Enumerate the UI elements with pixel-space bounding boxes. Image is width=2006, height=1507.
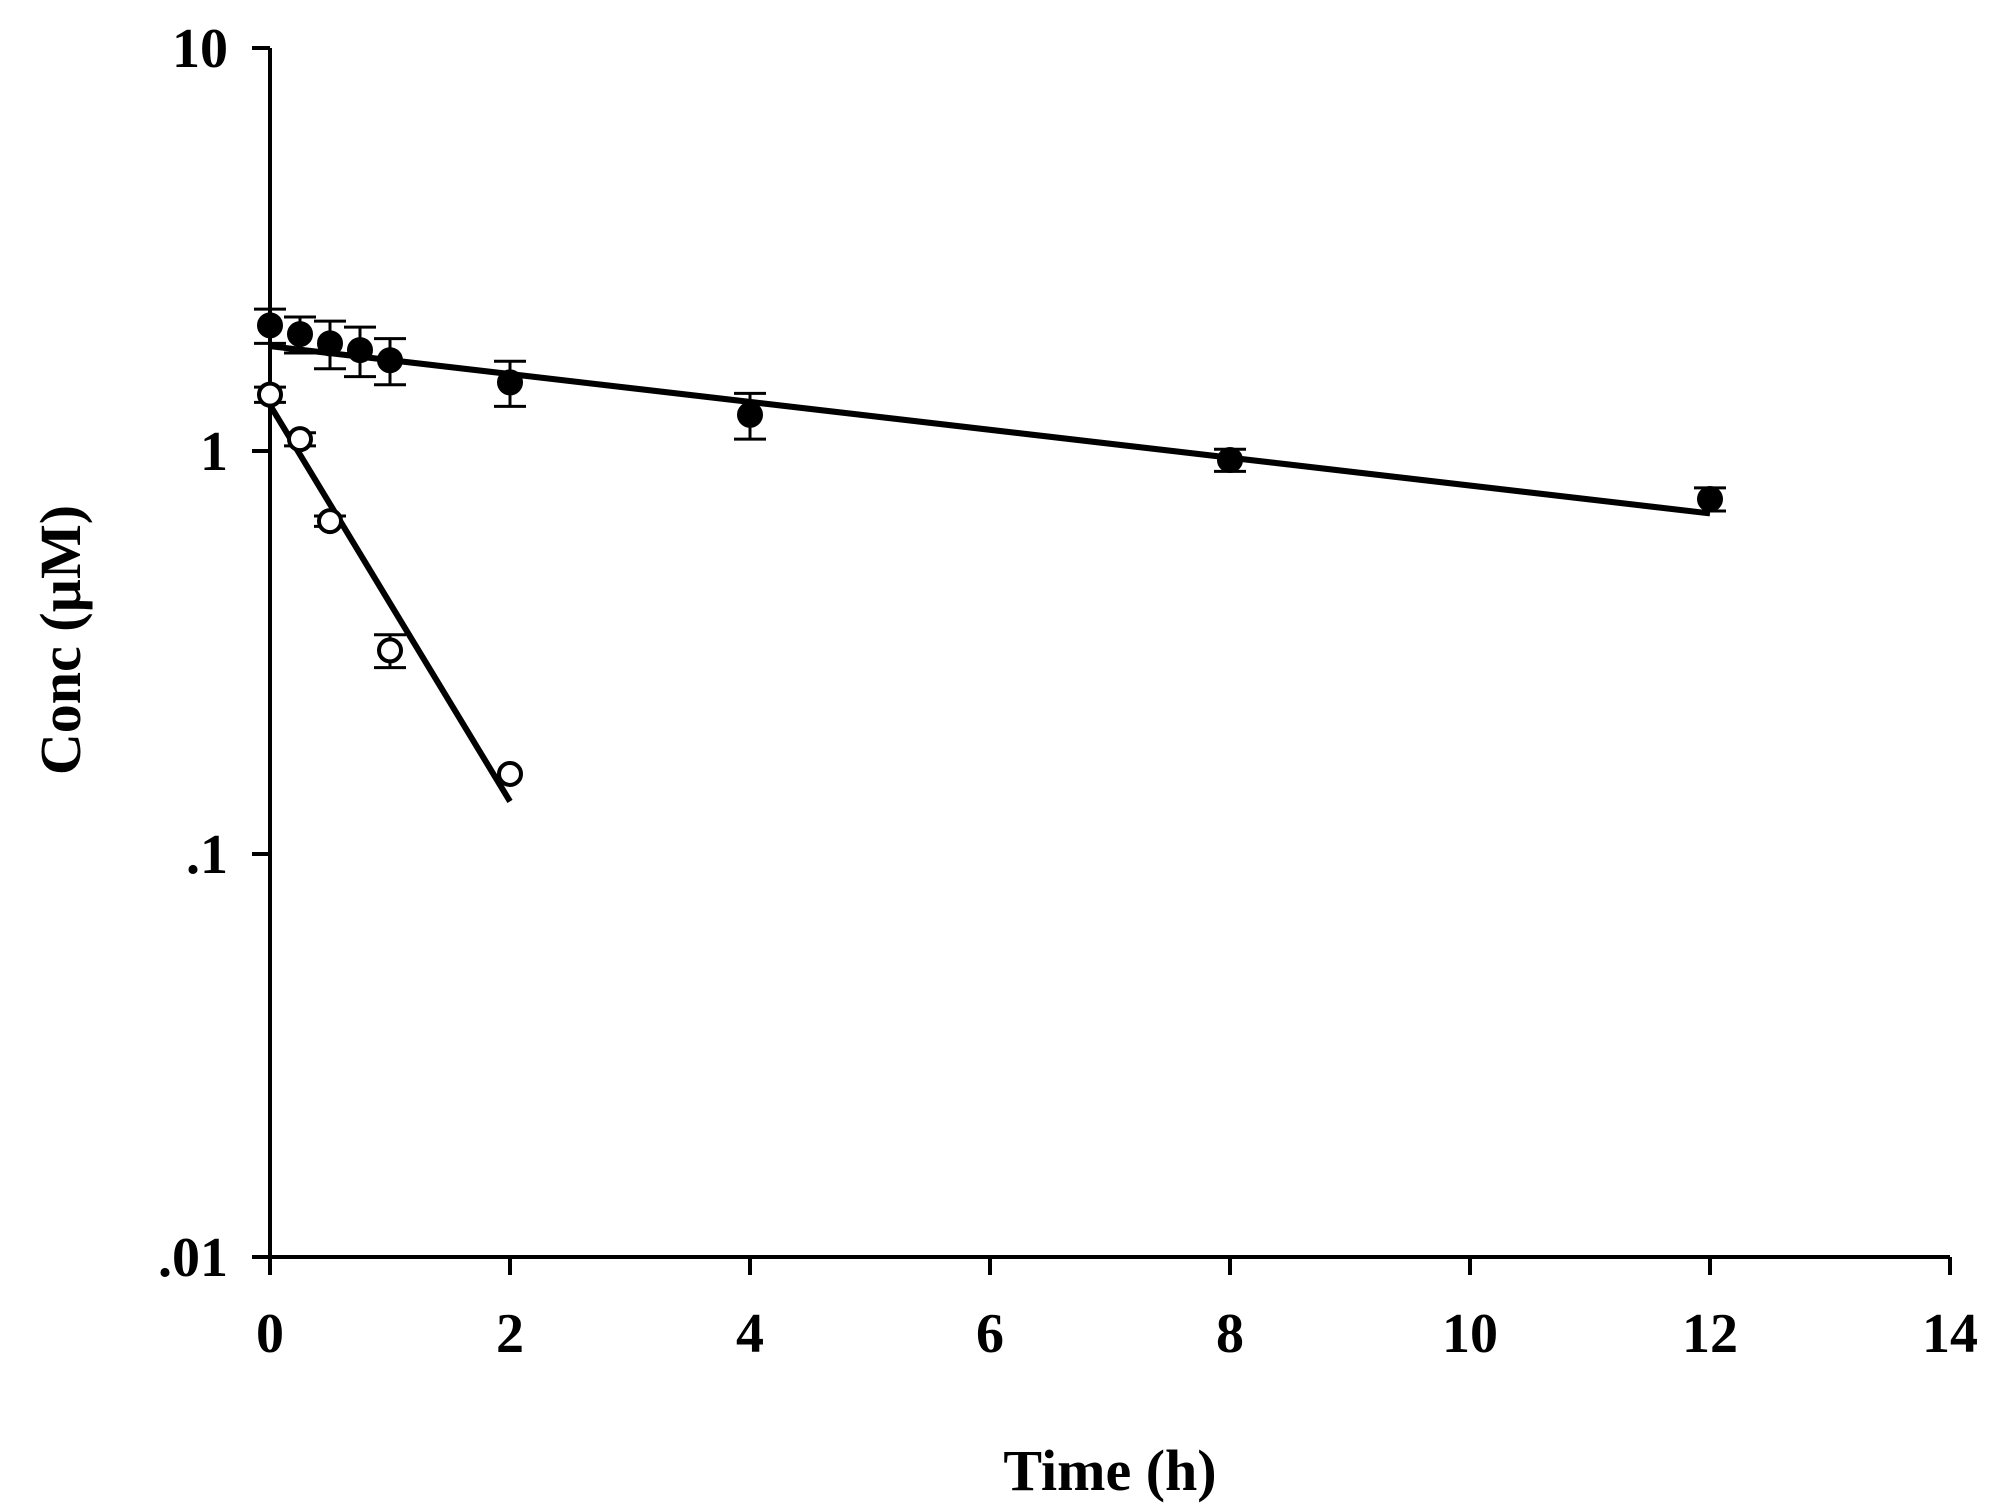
data-point-filled bbox=[287, 321, 313, 348]
axes bbox=[268, 48, 1950, 1259]
ticks: 0 2 4 6 8 10 12 14 10 1 .1 .01 bbox=[158, 18, 1978, 1365]
x-tick-label: 2 bbox=[496, 1303, 524, 1365]
fit-line-filled bbox=[269, 343, 1711, 517]
x-tick-label: 8 bbox=[1216, 1303, 1244, 1365]
y-tick-label: 10 bbox=[172, 18, 228, 80]
series-filled bbox=[254, 307, 1726, 517]
data-point-filled bbox=[497, 369, 523, 396]
data-point-filled bbox=[1697, 486, 1723, 513]
x-tick-label: 12 bbox=[1682, 1303, 1738, 1365]
data-point-filled bbox=[317, 330, 343, 357]
data-point-open bbox=[377, 637, 403, 664]
data-point-filled bbox=[737, 401, 763, 428]
data-point-filled bbox=[257, 312, 283, 339]
series-open bbox=[254, 381, 523, 804]
data-point-open bbox=[257, 381, 283, 408]
y-axis-label: Conc (µM) bbox=[28, 505, 93, 775]
x-axis-label: Time (h) bbox=[1003, 1438, 1216, 1503]
x-tick-label: 14 bbox=[1922, 1303, 1978, 1365]
x-tick-label: 4 bbox=[736, 1303, 764, 1365]
x-tick-label: 0 bbox=[256, 1303, 284, 1365]
y-tick-label: 1 bbox=[200, 421, 228, 483]
data-point-filled bbox=[377, 347, 403, 374]
data-point-filled bbox=[347, 337, 373, 364]
data-point-open bbox=[317, 508, 343, 535]
fit-line-open bbox=[267, 403, 513, 804]
series-layer bbox=[254, 307, 1726, 804]
data-point-open bbox=[497, 760, 523, 787]
data-point-filled bbox=[1217, 446, 1243, 473]
data-point-open bbox=[287, 426, 313, 453]
y-tick-label: .01 bbox=[158, 1227, 228, 1289]
x-tick-label: 6 bbox=[976, 1303, 1004, 1365]
y-tick-label: .1 bbox=[186, 824, 228, 886]
x-tick-label: 10 bbox=[1442, 1303, 1498, 1365]
